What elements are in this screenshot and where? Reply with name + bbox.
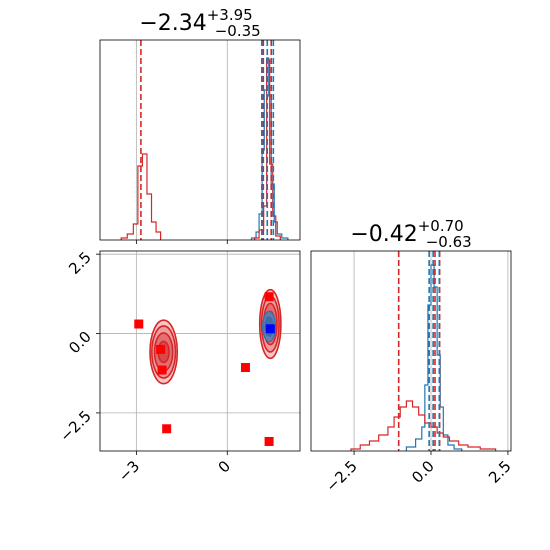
hist-step [405,264,463,451]
bottom-left-panel-frame [99,250,301,452]
bottom-left-panel [100,251,300,451]
hist-step [350,400,497,451]
red-marker [240,363,250,373]
x-tick-label: −2.5 [322,457,360,495]
top-left-title-sub: −0.35 [215,22,261,40]
red-marker [264,436,274,446]
hist-step [120,59,281,240]
bottom-right-title-sub: −0.63 [426,233,472,251]
red-marker [162,424,172,434]
red-marker [134,319,144,329]
top-left-panel [120,40,289,240]
y-tick-label: 2.5 [65,248,95,278]
bottom-right-panel-frame [310,250,512,452]
top-left-title: −2.34+3.95 −0.35 [139,6,260,40]
x-tick-label: 0 [215,457,234,476]
red-marker [157,365,167,375]
bottom-right-panel [350,251,509,451]
blue-marker [265,324,275,334]
red-marker [156,344,166,354]
x-tick-label: −3 [115,457,143,485]
bottom-right-title-main: −0.42 [350,222,417,247]
x-tick-label: 0.0 [408,457,438,487]
red-marker [264,292,274,302]
x-tick-label: 2.5 [485,457,515,487]
y-tick-label: −2.5 [56,407,94,445]
bottom-right-title: −0.42+0.70 −0.63 [350,217,471,251]
top-left-title-main: −2.34 [139,11,206,36]
bottom-right-title-sup: +0.70 [418,217,464,235]
top-left-panel-frame [99,39,301,241]
y-tick-label: 0.0 [65,328,95,358]
top-left-title-sup: +3.95 [207,6,253,24]
